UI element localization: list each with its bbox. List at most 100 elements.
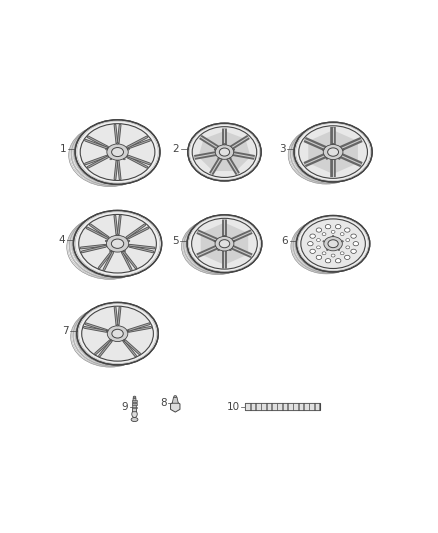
Ellipse shape bbox=[112, 329, 123, 338]
Ellipse shape bbox=[336, 259, 341, 263]
Text: 4: 4 bbox=[58, 236, 65, 245]
Text: 2: 2 bbox=[173, 144, 179, 154]
Bar bbox=[309, 403, 314, 410]
Ellipse shape bbox=[132, 411, 137, 417]
Polygon shape bbox=[233, 235, 248, 253]
Ellipse shape bbox=[233, 241, 235, 242]
Polygon shape bbox=[334, 156, 357, 173]
Ellipse shape bbox=[324, 237, 343, 251]
Polygon shape bbox=[214, 158, 235, 171]
Ellipse shape bbox=[82, 306, 153, 361]
Ellipse shape bbox=[332, 236, 334, 237]
Ellipse shape bbox=[124, 158, 125, 160]
Ellipse shape bbox=[219, 148, 230, 156]
Ellipse shape bbox=[230, 249, 231, 251]
Polygon shape bbox=[225, 132, 244, 148]
Ellipse shape bbox=[218, 249, 219, 251]
Text: 5: 5 bbox=[172, 236, 179, 246]
Bar bbox=[132, 403, 137, 405]
Ellipse shape bbox=[336, 224, 341, 229]
Ellipse shape bbox=[353, 241, 359, 246]
Polygon shape bbox=[334, 131, 357, 148]
Ellipse shape bbox=[128, 240, 130, 241]
Ellipse shape bbox=[106, 330, 108, 332]
Ellipse shape bbox=[110, 340, 112, 341]
Polygon shape bbox=[310, 131, 332, 148]
Bar bbox=[314, 403, 319, 410]
Text: 1: 1 bbox=[60, 144, 67, 154]
Ellipse shape bbox=[117, 234, 119, 236]
Ellipse shape bbox=[111, 239, 124, 248]
Bar bbox=[132, 407, 137, 408]
Ellipse shape bbox=[117, 325, 118, 326]
Bar bbox=[245, 403, 320, 410]
Ellipse shape bbox=[323, 241, 325, 242]
Ellipse shape bbox=[106, 149, 108, 150]
Polygon shape bbox=[232, 140, 250, 156]
Ellipse shape bbox=[342, 241, 343, 242]
Ellipse shape bbox=[351, 249, 357, 253]
Bar bbox=[256, 403, 261, 410]
Ellipse shape bbox=[307, 241, 313, 246]
Ellipse shape bbox=[316, 228, 321, 232]
Ellipse shape bbox=[117, 143, 119, 144]
Ellipse shape bbox=[110, 158, 112, 160]
Ellipse shape bbox=[75, 120, 160, 184]
Ellipse shape bbox=[110, 250, 112, 252]
Ellipse shape bbox=[328, 240, 338, 248]
Ellipse shape bbox=[310, 249, 315, 253]
Ellipse shape bbox=[127, 330, 129, 332]
Bar bbox=[304, 403, 308, 410]
Polygon shape bbox=[201, 235, 216, 253]
Ellipse shape bbox=[310, 234, 315, 238]
Ellipse shape bbox=[106, 236, 129, 252]
Text: 10: 10 bbox=[226, 402, 240, 411]
Ellipse shape bbox=[107, 144, 128, 160]
Ellipse shape bbox=[123, 340, 125, 341]
Ellipse shape bbox=[191, 219, 258, 269]
Ellipse shape bbox=[107, 326, 128, 342]
Ellipse shape bbox=[325, 259, 331, 263]
Ellipse shape bbox=[174, 395, 177, 397]
Bar bbox=[283, 403, 287, 410]
Ellipse shape bbox=[326, 249, 328, 251]
Ellipse shape bbox=[323, 144, 343, 159]
Text: 8: 8 bbox=[160, 398, 167, 408]
Ellipse shape bbox=[77, 302, 158, 365]
Polygon shape bbox=[172, 397, 178, 403]
Ellipse shape bbox=[105, 240, 107, 241]
Ellipse shape bbox=[345, 228, 350, 232]
Ellipse shape bbox=[342, 149, 344, 150]
Ellipse shape bbox=[230, 158, 231, 159]
Ellipse shape bbox=[294, 122, 372, 182]
Ellipse shape bbox=[297, 215, 370, 272]
Ellipse shape bbox=[316, 255, 321, 260]
Ellipse shape bbox=[188, 123, 261, 181]
Bar bbox=[293, 403, 298, 410]
Ellipse shape bbox=[224, 143, 225, 145]
Ellipse shape bbox=[328, 148, 339, 156]
Polygon shape bbox=[199, 140, 217, 156]
Polygon shape bbox=[225, 247, 247, 264]
Ellipse shape bbox=[346, 239, 350, 241]
Ellipse shape bbox=[112, 148, 124, 157]
Ellipse shape bbox=[338, 249, 340, 251]
Ellipse shape bbox=[339, 158, 340, 159]
Bar bbox=[261, 403, 266, 410]
Ellipse shape bbox=[192, 127, 257, 177]
Ellipse shape bbox=[322, 252, 326, 255]
Bar bbox=[277, 403, 282, 410]
Ellipse shape bbox=[133, 396, 136, 398]
Bar bbox=[288, 403, 293, 410]
Ellipse shape bbox=[326, 158, 328, 159]
Polygon shape bbox=[205, 132, 224, 148]
Ellipse shape bbox=[351, 234, 357, 238]
Bar bbox=[132, 400, 137, 401]
Ellipse shape bbox=[214, 241, 216, 242]
Polygon shape bbox=[310, 156, 332, 173]
Ellipse shape bbox=[331, 254, 335, 257]
Polygon shape bbox=[202, 223, 224, 240]
Polygon shape bbox=[308, 142, 325, 162]
Text: 7: 7 bbox=[62, 326, 68, 336]
Ellipse shape bbox=[80, 124, 155, 181]
